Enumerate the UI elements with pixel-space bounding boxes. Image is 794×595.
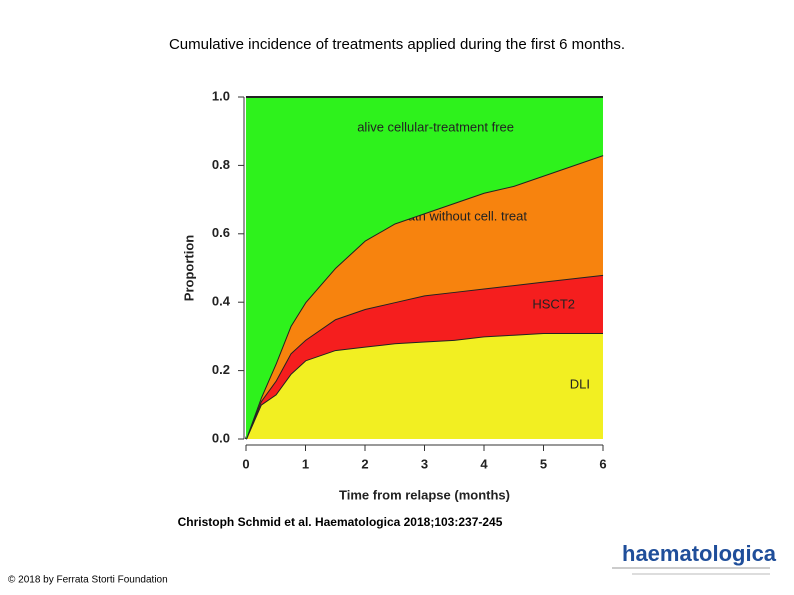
y-tick-label: 1.0	[212, 88, 230, 103]
area	[246, 155, 603, 439]
copyright: © 2018 by Ferrata Storti Foundation	[8, 575, 168, 586]
x-tick-label: 0	[242, 456, 249, 471]
y-tick-label: 0.6	[212, 225, 230, 240]
area	[246, 97, 603, 439]
area	[246, 332, 603, 439]
area-label: DLI	[570, 376, 590, 391]
area	[246, 274, 603, 439]
x-tick-label: 4	[480, 456, 488, 471]
x-axis-label: Time from relapse (months)	[339, 487, 510, 502]
y-tick-label: 0.4	[212, 294, 231, 309]
y-tick-label: 0.8	[212, 157, 230, 172]
x-tick-label: 5	[540, 456, 547, 471]
area-label: alive cellular-treatment free	[357, 119, 514, 134]
citation: Christoph Schmid et al. Haematologica 20…	[178, 515, 503, 529]
logo: haematologica	[622, 541, 777, 566]
x-tick-label: 6	[599, 456, 606, 471]
y-tick-label: 0.2	[212, 362, 230, 377]
x-tick-label: 3	[421, 456, 428, 471]
x-tick-label: 1	[302, 456, 309, 471]
slide-title: Cumulative incidence of treatments appli…	[169, 36, 625, 53]
y-axis-label: Proportion	[181, 235, 196, 301]
y-tick-label: 0.0	[212, 430, 230, 445]
x-tick-label: 2	[361, 456, 368, 471]
area-label: HSCT2	[532, 296, 575, 311]
